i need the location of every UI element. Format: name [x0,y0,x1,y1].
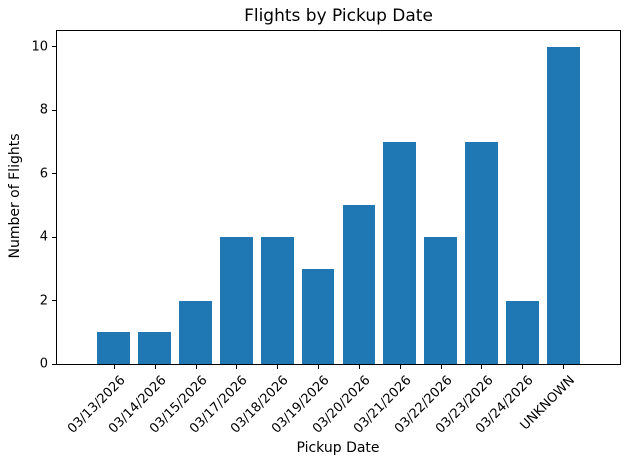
x-tick-mark [277,365,279,369]
x-tick-mark [563,365,565,369]
x-tick-mark [236,365,238,369]
y-tick-mark [52,46,56,48]
x-axis-label: Pickup Date [296,440,380,456]
bar [260,237,294,364]
bar [220,237,253,364]
y-tick-mark [52,109,56,111]
x-tick-mark [113,365,115,369]
y-tick-mark [52,173,56,175]
bar [179,300,212,364]
x-tick-mark [399,365,401,369]
bar [506,300,539,364]
y-tick-mark [52,300,56,302]
bar [342,205,376,364]
y-tick-label: 2 [39,293,48,309]
plot-area: 03/13/2026 03/14/2026 03/15/2026 03/17/2026… [31,30,621,437]
x-tick-mark [440,365,442,369]
bar [138,332,171,364]
chart-title: Flights by Pickup Date [244,6,433,26]
y-tick-label: 4 [39,229,48,245]
y-tick-label: 8 [39,102,48,118]
y-tick-mark [52,363,56,365]
bar [546,46,580,364]
y-tick-mark [52,236,56,238]
x-tick-mark [195,365,197,369]
bar [383,142,417,364]
y-tick-label: 0 [39,356,48,372]
bar [465,142,498,364]
bar [301,268,335,364]
x-tick-mark [358,365,360,369]
x-tick-mark [481,365,483,369]
y-tick-label: 6 [39,166,48,182]
x-tick-mark [154,365,156,369]
x-tick-mark [522,365,524,369]
x-tick-mark [318,365,320,369]
bar [97,332,131,364]
y-tick-label: 10 [31,39,48,55]
y-axis-label: Number of Flights [7,133,23,259]
bar [424,237,457,364]
